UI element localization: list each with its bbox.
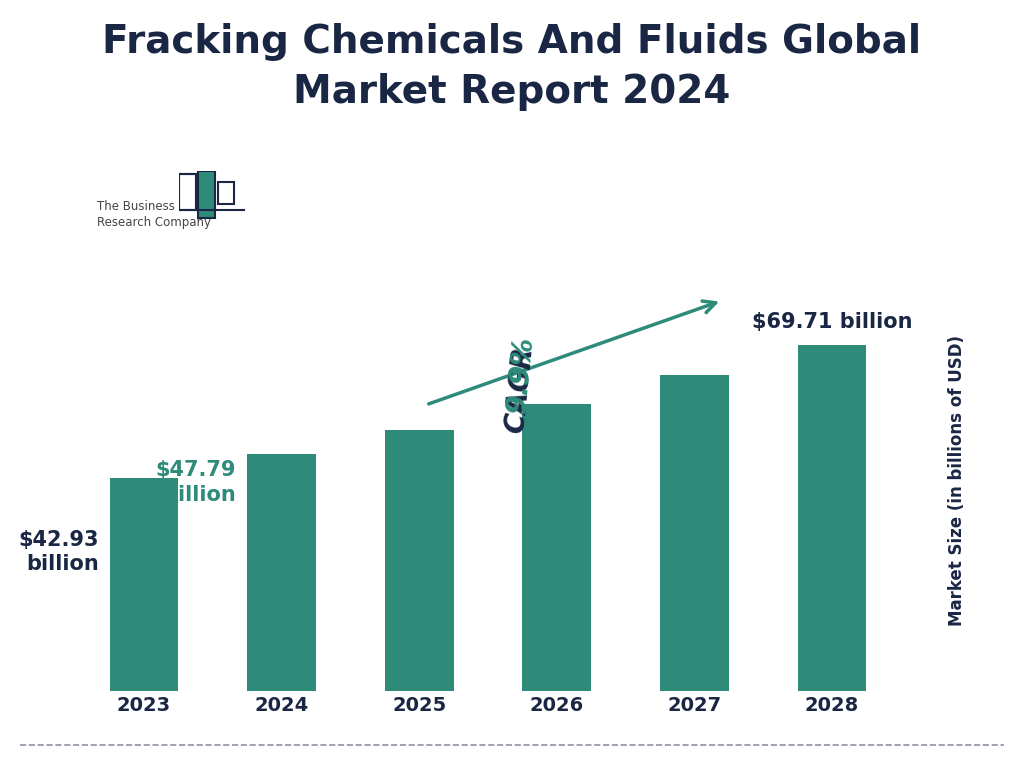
Bar [385, 429, 454, 691]
Y-axis label: Market Size (in billions of USD): Market Size (in billions of USD) [947, 335, 966, 625]
Text: CAGR: CAGR [502, 336, 540, 435]
Bar [217, 182, 234, 204]
Text: $47.79
billion: $47.79 billion [156, 460, 237, 505]
Bar [798, 345, 866, 691]
Bar [522, 404, 591, 691]
Bar [179, 174, 197, 210]
Bar [247, 454, 316, 691]
Bar [660, 375, 729, 691]
Text: $69.71 billion: $69.71 billion [752, 313, 912, 333]
Text: $42.93
billion: $42.93 billion [18, 530, 98, 574]
Text: 9.9%: 9.9% [498, 336, 540, 482]
Bar [199, 171, 215, 218]
Bar [110, 478, 178, 691]
Text: The Business
Research Company: The Business Research Company [97, 200, 211, 229]
Text: Fracking Chemicals And Fluids Global
Market Report 2024: Fracking Chemicals And Fluids Global Mar… [102, 23, 922, 111]
